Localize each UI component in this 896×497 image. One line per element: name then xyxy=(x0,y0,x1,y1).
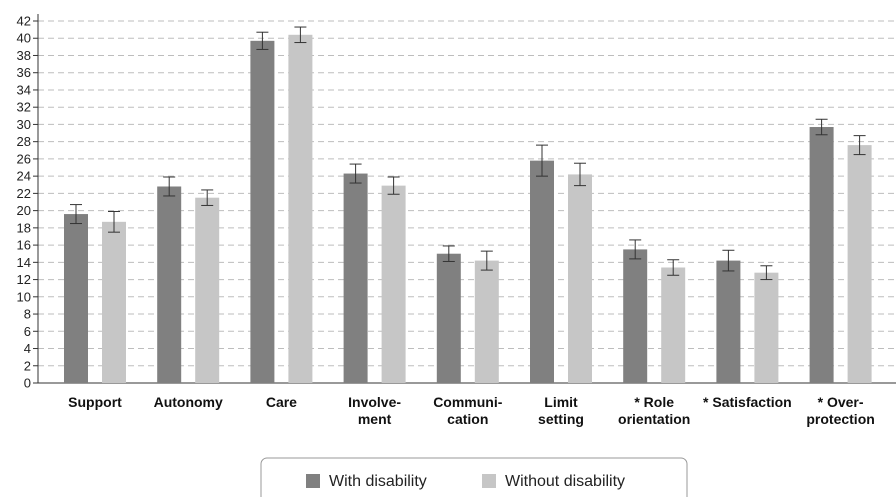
y-tick-label: 14 xyxy=(17,255,31,270)
bar-with-disability xyxy=(343,173,368,383)
y-tick-label: 32 xyxy=(17,100,31,115)
bar-without-disability xyxy=(754,272,779,383)
y-tick-label: 24 xyxy=(17,169,31,184)
bars xyxy=(64,34,872,384)
x-tick-label: * Over-protection xyxy=(806,394,874,427)
y-tick-label: 8 xyxy=(24,307,31,322)
x-tick-label: Support xyxy=(68,394,122,410)
y-tick-label: 20 xyxy=(17,203,31,218)
bar-without-disability xyxy=(847,145,872,383)
bar-with-disability xyxy=(157,186,182,383)
bar-with-disability xyxy=(809,127,834,383)
bar-with-disability xyxy=(64,214,88,383)
bar-with-disability xyxy=(530,160,554,383)
bar-with-disability xyxy=(250,40,275,383)
legend-swatch-without-disability xyxy=(482,474,496,488)
y-tick-label: 6 xyxy=(24,324,31,339)
x-tick-label: Limit setting xyxy=(538,394,584,427)
y-tick-label: 22 xyxy=(17,186,31,201)
x-tick-label: * Satisfaction xyxy=(703,394,792,410)
y-tick-label: 0 xyxy=(24,376,31,391)
y-tick-label: 36 xyxy=(17,65,31,80)
bar-without-disability xyxy=(195,197,220,383)
y-tick-label: 12 xyxy=(17,272,31,287)
x-tick-label: Involve-ment xyxy=(348,394,401,427)
bar-without-disability xyxy=(661,267,686,383)
x-tick-label: Autonomy xyxy=(154,394,223,410)
legend-label-without-disability: Without disability xyxy=(505,473,625,490)
legend-label-with-disability: With disability xyxy=(329,473,427,490)
y-tick-label: 28 xyxy=(17,134,31,149)
y-tick-label: 26 xyxy=(17,151,31,166)
legend-box xyxy=(260,457,688,497)
y-tick-label: 40 xyxy=(17,31,31,46)
y-tick-label: 34 xyxy=(17,82,31,97)
x-tick-label: Care xyxy=(266,394,297,410)
bar-with-disability xyxy=(623,249,648,383)
legend: With disability Without disability xyxy=(260,457,688,497)
bar-without-disability xyxy=(568,174,592,383)
bar-without-disability xyxy=(102,221,126,383)
y-tick-label: 42 xyxy=(17,14,31,29)
bar-without-disability xyxy=(288,34,313,384)
y-tick-label: 2 xyxy=(24,358,31,373)
y-tick-label: 30 xyxy=(17,117,31,132)
y-tick-label: 4 xyxy=(24,341,31,356)
bar-without-disability xyxy=(474,260,499,383)
bar-with-disability xyxy=(716,260,741,383)
error-bars xyxy=(70,26,866,281)
legend-swatch-with-disability xyxy=(306,474,320,488)
x-tick-label: * Role orientation xyxy=(618,394,690,427)
y-tick-label: 16 xyxy=(17,238,31,253)
x-axis-labels: Support Autonomy Care Involve-ment Communi-c… xyxy=(68,394,875,427)
bar-without-disability xyxy=(381,185,406,383)
y-tick-label: 38 xyxy=(17,48,31,63)
y-tick-label: 10 xyxy=(17,289,31,304)
bar-with-disability xyxy=(436,253,461,383)
x-tick-label: Communi-cation xyxy=(433,394,503,427)
y-tick-label: 18 xyxy=(17,220,31,235)
